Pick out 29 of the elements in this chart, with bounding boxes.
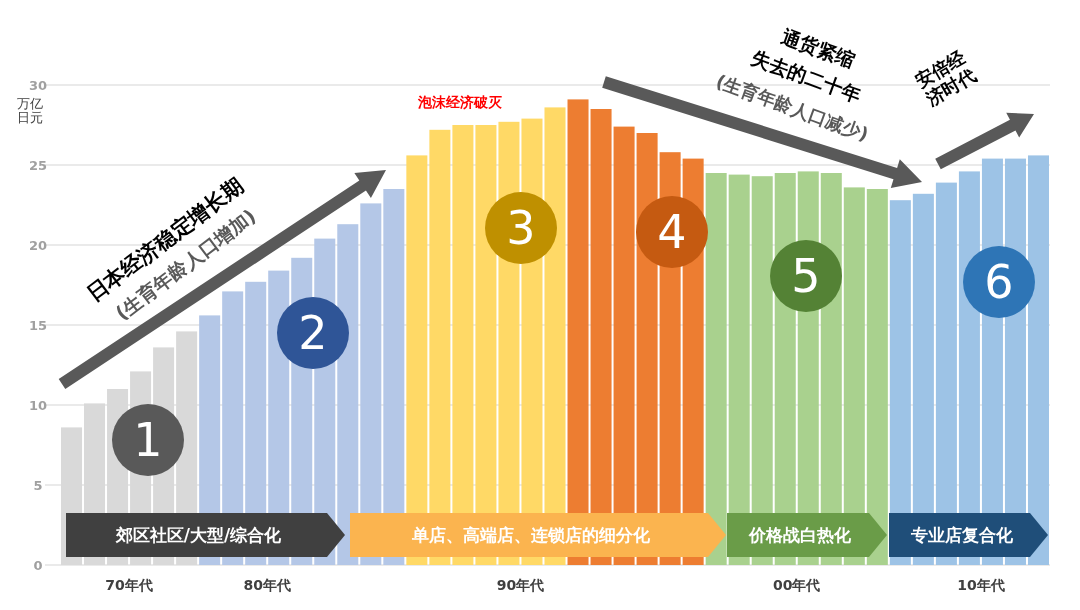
- annotation: 价格战白热化: [748, 525, 852, 545]
- annotation: 单店、高端店、连锁店的细分化: [411, 525, 651, 545]
- bar: [1027, 155, 1049, 565]
- y-tick-label: 30: [28, 78, 48, 93]
- y-axis-title: 万亿日元: [16, 96, 44, 126]
- x-tick-label: 70年代: [105, 577, 153, 593]
- y-tick-label: 10: [28, 398, 48, 413]
- annotation: 1: [133, 413, 163, 467]
- x-tick-label: 90年代: [496, 577, 545, 593]
- annotation: 4: [657, 205, 687, 259]
- y-tick-label: 15: [28, 318, 48, 333]
- bar: [705, 173, 727, 565]
- x-tick-label: 80年代: [243, 577, 291, 593]
- y-tick-label: 5: [33, 478, 43, 493]
- annotation: 3: [506, 201, 536, 255]
- annotation: 2: [298, 306, 328, 360]
- annotation: 专业店复合化: [909, 525, 1014, 545]
- annotation: 郊区社区/大型/综合化: [114, 525, 283, 545]
- x-tick-label: 10年代: [957, 577, 1005, 593]
- x-tick-label: 00年代: [773, 577, 821, 593]
- bar: [866, 189, 888, 565]
- annotation: 6: [984, 255, 1014, 309]
- y-tick-label: 0: [33, 558, 43, 573]
- y-tick-label: 20: [28, 238, 48, 253]
- annotation: 安倍经济时代: [910, 45, 981, 112]
- annotation: 5: [791, 249, 821, 303]
- bar: [429, 129, 451, 565]
- y-tick-label: 25: [28, 158, 48, 173]
- annotation: 泡沫经济破灭: [417, 94, 503, 111]
